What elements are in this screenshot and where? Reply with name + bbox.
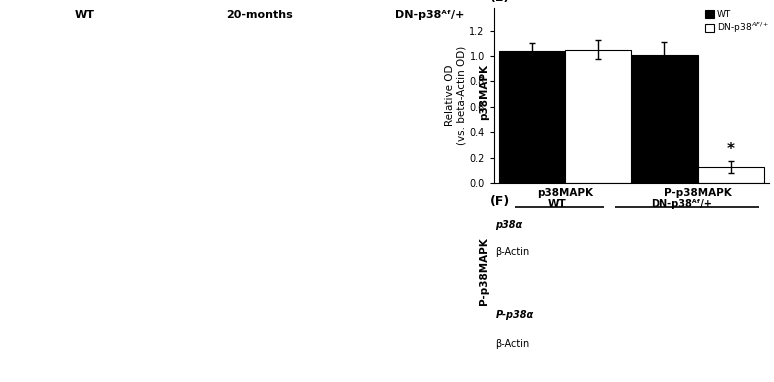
Text: WT: WT (75, 10, 95, 19)
Y-axis label: Relative OD
(vs. beta-Actin OD): Relative OD (vs. beta-Actin OD) (445, 46, 467, 145)
Bar (565, 50, 632, 183)
Text: 20-months: 20-months (226, 10, 293, 19)
Text: DN-p38ᴬᶠ/+: DN-p38ᴬᶠ/+ (651, 199, 711, 209)
Text: P-p38α: P-p38α (495, 310, 533, 320)
Text: β-Actin: β-Actin (495, 247, 529, 257)
Text: β-Actin: β-Actin (495, 339, 529, 349)
Text: p38MAPK: p38MAPK (479, 64, 489, 120)
Bar (498, 51, 565, 183)
Text: p38α: p38α (495, 220, 522, 230)
Text: (E): (E) (490, 0, 510, 4)
Text: WT: WT (548, 199, 567, 209)
Text: P-p38MAPK: P-p38MAPK (479, 237, 489, 305)
Legend: WT, DN-p38$^{AF/+}$: WT, DN-p38$^{AF/+}$ (704, 9, 769, 36)
Text: (F): (F) (490, 195, 510, 208)
Text: *: * (727, 142, 735, 157)
Text: DN-p38ᴬᶠ/+: DN-p38ᴬᶠ/+ (395, 10, 464, 19)
Bar (697, 167, 764, 183)
Bar (632, 55, 697, 183)
